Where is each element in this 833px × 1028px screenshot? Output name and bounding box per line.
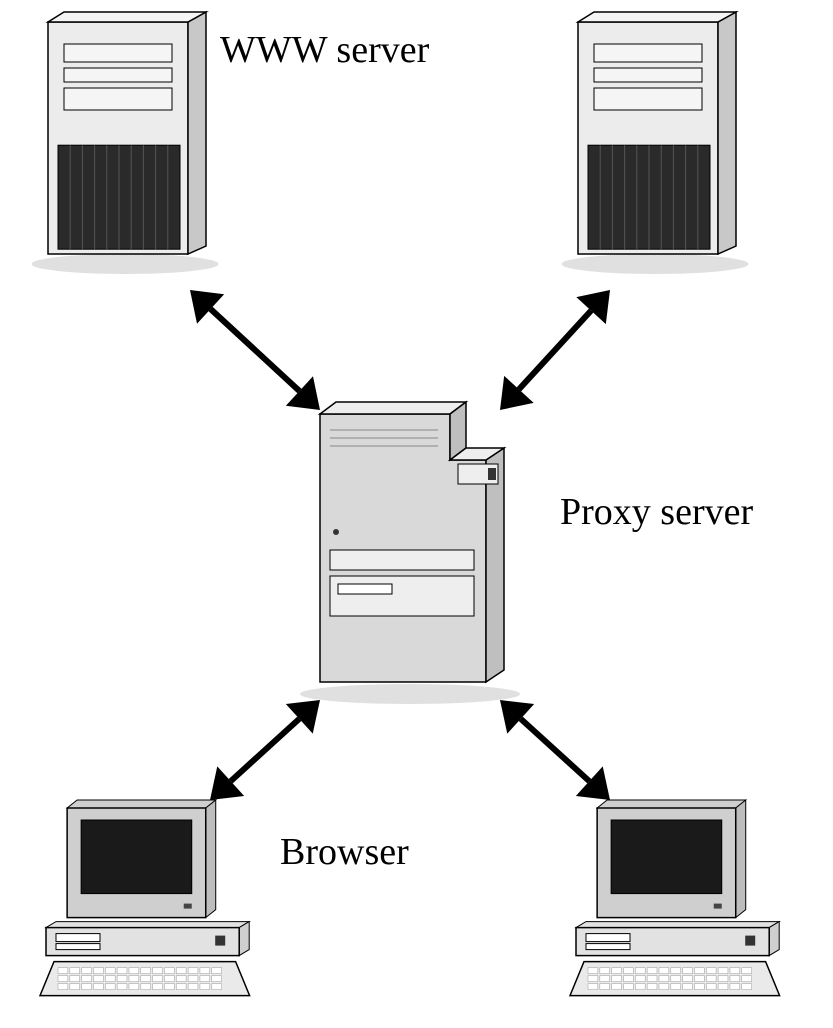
browser-pc-icon xyxy=(40,800,250,996)
www-server-icon xyxy=(562,12,749,274)
label-www-server: WWW server xyxy=(220,28,429,72)
proxy-server-icon xyxy=(300,402,520,704)
www-server-icon xyxy=(32,12,219,274)
label-browser: Browser xyxy=(280,830,409,874)
browser-pc-icon xyxy=(570,800,780,996)
diagram-stage: WWW server Proxy server Browser xyxy=(0,0,833,1028)
label-proxy-server: Proxy server xyxy=(560,490,753,534)
